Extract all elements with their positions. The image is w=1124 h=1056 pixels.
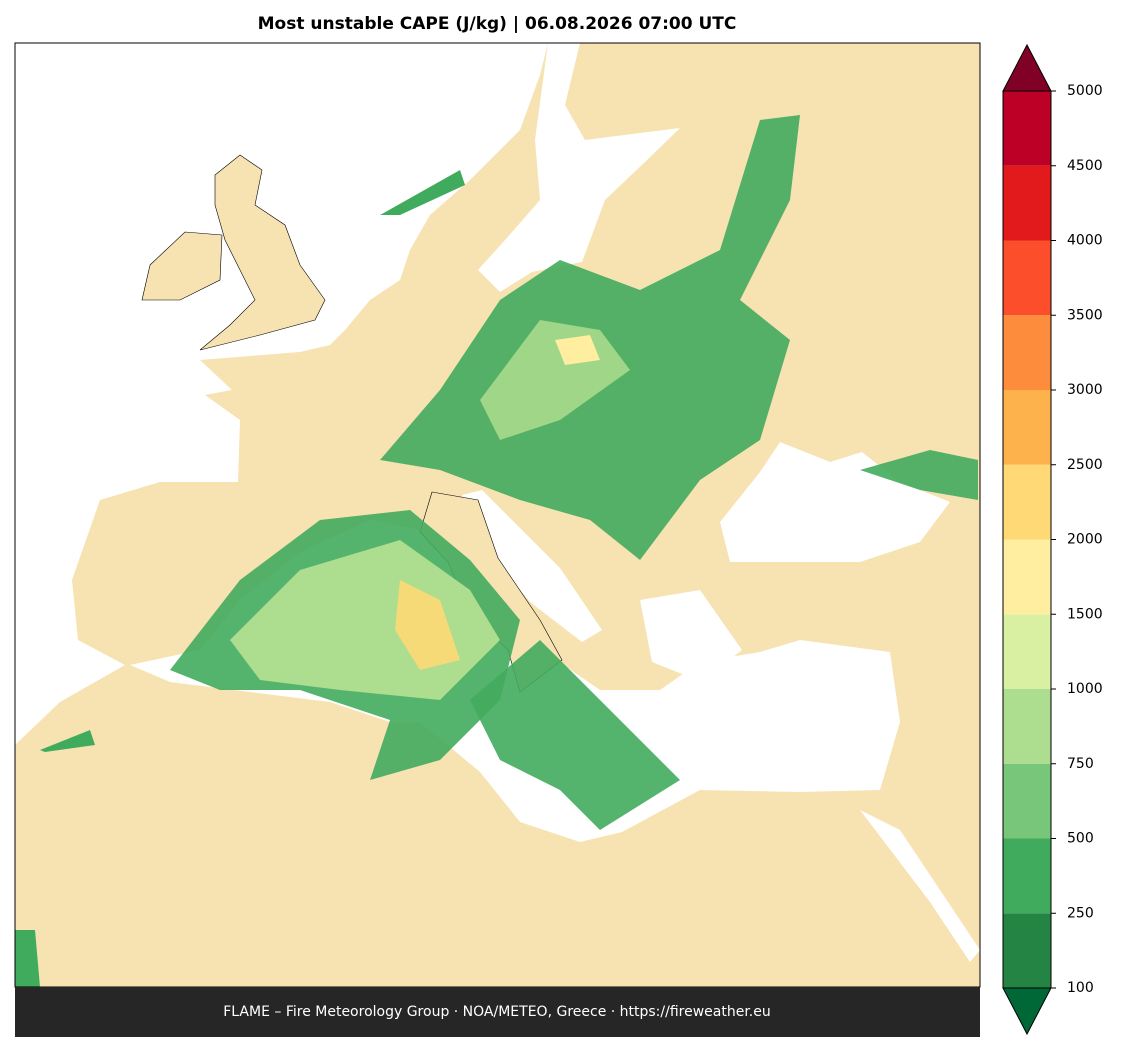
colorbar-tick-label: 4500 <box>1067 158 1103 174</box>
colorbar-segment <box>1003 315 1051 390</box>
colorbar-tick-label: 750 <box>1067 756 1094 772</box>
cape-area <box>395 580 460 670</box>
colorbar-segment <box>1003 91 1051 166</box>
colorbar-tick-label: 2000 <box>1067 532 1103 548</box>
footer-bar <box>15 987 980 1037</box>
map <box>15 43 980 987</box>
colorbar-segment <box>1003 763 1051 839</box>
colorbar-tick-label: 2500 <box>1067 457 1103 473</box>
colorbar-tick-label: 1000 <box>1067 681 1103 697</box>
colorbar-segment <box>1003 165 1051 241</box>
adriatic-sea <box>462 490 602 642</box>
colorbar-tick-label: 1500 <box>1067 606 1103 622</box>
cape-area <box>40 730 95 752</box>
footer-text: FLAME – Fire Meteorology Group · NOA/MET… <box>223 1004 771 1020</box>
colorbar-segment <box>1003 539 1051 615</box>
atlantic <box>15 43 548 745</box>
colorbar-tick-label: 3000 <box>1067 382 1103 398</box>
colorbar-segment <box>1003 913 1051 988</box>
colorbar-tick-label: 3500 <box>1067 307 1103 323</box>
cape-area <box>15 930 40 987</box>
colorbar-tick-label: 5000 <box>1067 83 1103 99</box>
cape-area <box>860 450 978 500</box>
colorbar-segment <box>1003 390 1051 465</box>
colorbar-segment <box>1003 464 1051 540</box>
ireland <box>141 231 223 301</box>
colorbar-tick-label: 500 <box>1067 831 1094 847</box>
cape-area <box>555 335 600 365</box>
colorbar-tick-label: 250 <box>1067 905 1094 921</box>
cape-area <box>470 640 680 830</box>
cape-area <box>380 170 465 215</box>
colorbar-segment <box>1003 614 1051 689</box>
map-title: Most unstable CAPE (J/kg) | 06.08.2026 0… <box>258 14 737 34</box>
colorbar-segment <box>1003 240 1051 316</box>
colorbar-under <box>1002 987 1052 1036</box>
black-sea <box>720 442 950 562</box>
colorbar-over <box>1002 43 1052 92</box>
colorbar-segment <box>1003 689 1051 764</box>
baltic-sea <box>478 43 680 292</box>
colorbar-segment <box>1003 838 1051 914</box>
aegean-sea <box>640 590 742 682</box>
colorbar-tick-label: 100 <box>1067 980 1094 996</box>
colorbar-tick-label: 4000 <box>1067 233 1103 249</box>
red-sea <box>860 810 980 962</box>
great-britain <box>199 154 326 351</box>
